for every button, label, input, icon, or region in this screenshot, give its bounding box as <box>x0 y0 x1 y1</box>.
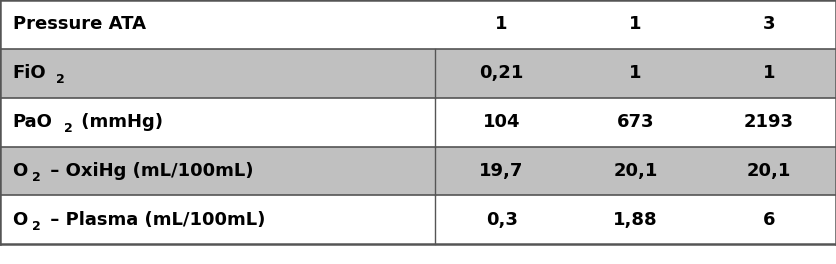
Bar <box>0 49 435 98</box>
Bar <box>568 195 702 244</box>
Text: 3: 3 <box>763 15 775 34</box>
Bar <box>0 147 435 195</box>
Text: 1: 1 <box>496 15 507 34</box>
Text: 104: 104 <box>483 113 520 131</box>
Bar <box>0 98 435 147</box>
Text: PaO: PaO <box>13 113 53 131</box>
Text: 2: 2 <box>33 171 41 184</box>
Text: 0,3: 0,3 <box>486 211 517 229</box>
Bar <box>702 147 836 195</box>
Bar <box>702 0 836 49</box>
Bar <box>0 195 435 244</box>
Text: 673: 673 <box>617 113 654 131</box>
Text: 1: 1 <box>630 15 641 34</box>
Bar <box>0 0 435 49</box>
Text: O: O <box>13 211 28 229</box>
Text: 2: 2 <box>56 73 64 86</box>
Bar <box>568 98 702 147</box>
Text: O: O <box>13 162 28 180</box>
Bar <box>435 195 568 244</box>
Bar <box>435 49 568 98</box>
Bar <box>702 49 836 98</box>
Text: 19,7: 19,7 <box>479 162 524 180</box>
Text: Pressure ATA: Pressure ATA <box>13 15 145 34</box>
Text: 0,21: 0,21 <box>479 64 524 82</box>
Text: 1: 1 <box>630 64 641 82</box>
Text: 2193: 2193 <box>744 113 794 131</box>
Bar <box>702 195 836 244</box>
Bar <box>568 0 702 49</box>
Text: 2: 2 <box>64 122 73 135</box>
Bar <box>435 0 568 49</box>
Bar <box>435 98 568 147</box>
Text: – Plasma (mL/100mL): – Plasma (mL/100mL) <box>43 211 265 229</box>
Text: (mmHg): (mmHg) <box>75 113 163 131</box>
Text: 6: 6 <box>763 211 775 229</box>
Text: 1,88: 1,88 <box>613 211 658 229</box>
Text: 20,1: 20,1 <box>613 162 658 180</box>
Text: FiO: FiO <box>13 64 46 82</box>
Text: 2: 2 <box>33 220 41 233</box>
Bar <box>435 147 568 195</box>
Bar <box>702 98 836 147</box>
Text: 1: 1 <box>763 64 775 82</box>
Bar <box>568 49 702 98</box>
Bar <box>568 147 702 195</box>
Text: 20,1: 20,1 <box>747 162 792 180</box>
Text: – OxiHg (mL/100mL): – OxiHg (mL/100mL) <box>43 162 253 180</box>
